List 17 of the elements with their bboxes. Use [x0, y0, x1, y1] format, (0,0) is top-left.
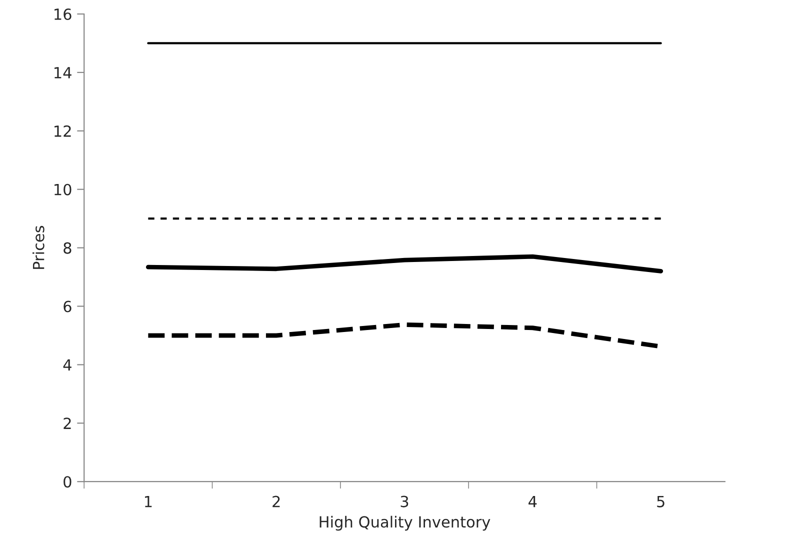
line-series: [146, 254, 664, 274]
y-tick-label: 6: [64, 300, 72, 312]
y-tick-label: 2: [64, 418, 71, 429]
y-tick-label: 10: [54, 184, 72, 196]
x-tick-label: 2: [272, 496, 280, 508]
y-axis-title: Prices: [32, 226, 44, 269]
y-tick-label: 8: [64, 242, 72, 254]
x-axis-title: High Quality Inventory: [320, 516, 490, 531]
y-tick-label: 0: [64, 476, 72, 488]
y-tick-label: 4: [63, 359, 72, 371]
x-tick-label: 1: [145, 496, 152, 508]
x-tick-label: 4: [528, 496, 537, 508]
x-tick-label: 3: [400, 496, 408, 508]
x-tick-label: 5: [657, 496, 664, 508]
y-tick-label: 16: [54, 8, 72, 20]
y-tick-label: 14: [54, 67, 72, 78]
y-tick-label: 12: [54, 125, 71, 137]
